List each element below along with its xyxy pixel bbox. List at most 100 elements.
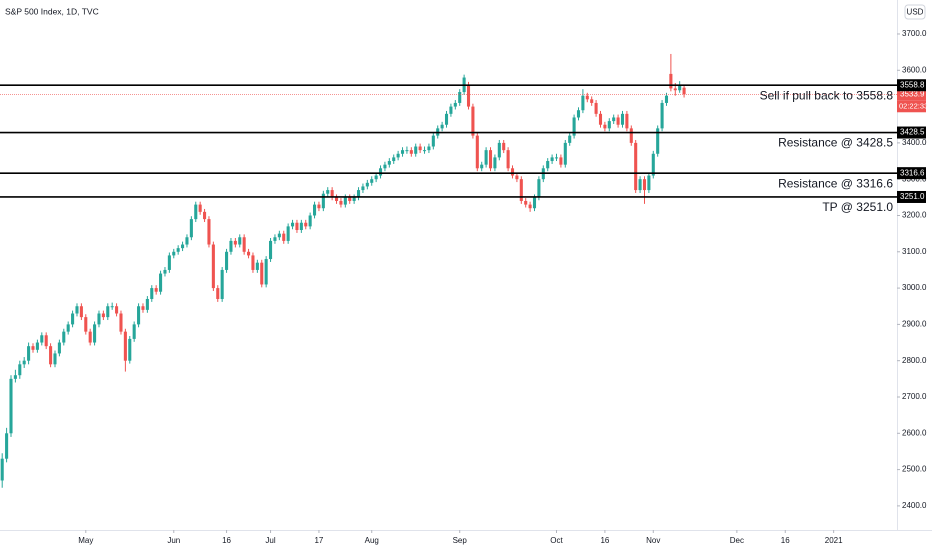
candle-body [286, 226, 290, 241]
currency-label[interactable]: USD [907, 8, 924, 17]
currency-button[interactable] [904, 4, 926, 20]
candle-body [264, 259, 268, 285]
candle-body [255, 262, 259, 270]
candle-body [216, 288, 220, 299]
candle-body [13, 375, 17, 379]
candle-body [211, 244, 215, 289]
candle-body [669, 73, 673, 89]
candle-body [453, 102, 457, 107]
candle-body [119, 313, 123, 332]
y-tick-label: 3700.0 [902, 29, 927, 38]
candle-body [277, 233, 281, 238]
candle-body [374, 175, 378, 180]
candle-body [339, 200, 343, 205]
candle-body [137, 306, 141, 325]
candle-body [207, 219, 211, 245]
candle-body [678, 84, 682, 91]
candle-body [84, 317, 88, 332]
y-tick-label: 2600.0 [902, 428, 927, 437]
candle-body [27, 346, 31, 361]
candle-body [291, 222, 295, 227]
y-tick-label: 2900.0 [902, 319, 927, 328]
candle-body [203, 211, 207, 220]
candle-body [321, 193, 325, 209]
candle-body [449, 106, 453, 114]
candle-body [537, 179, 541, 198]
candle-body [585, 95, 589, 100]
candle-body [106, 306, 110, 318]
level-tag [897, 167, 926, 180]
candle-body [484, 150, 488, 165]
x-tick-label: 17 [314, 536, 323, 545]
candle-body [233, 240, 237, 245]
y-tick-label: 2400.0 [902, 501, 927, 510]
candle-body [444, 113, 449, 125]
level-tag-label: 3316.6 [900, 168, 925, 177]
candle-body [532, 197, 537, 209]
candle-body [181, 244, 185, 249]
candle-body [559, 157, 563, 165]
level-tag-label: 3251.0 [900, 192, 925, 201]
x-tick-label: 16 [222, 536, 231, 545]
candle-body [471, 106, 475, 136]
candle-body [603, 124, 607, 129]
candle-body [326, 190, 330, 194]
candle-body [356, 190, 361, 198]
candle-body [361, 186, 365, 191]
candle-body [488, 150, 493, 169]
candle-body [493, 157, 497, 169]
candle-body [44, 335, 48, 347]
last-price-tag [897, 88, 926, 101]
candle-body [172, 251, 176, 256]
level-text: TP @ 3251.0 [822, 200, 893, 214]
candle-body [5, 433, 9, 459]
x-tick-label: Nov [646, 536, 660, 545]
y-tick-label: 2500.0 [902, 465, 927, 474]
candle-body [251, 255, 255, 270]
candle-body [88, 331, 92, 343]
candle-body [242, 237, 246, 252]
candle-body [594, 102, 598, 114]
candle-body [49, 346, 53, 365]
candle-body [405, 150, 409, 152]
level-tag-label: 3558.8 [900, 80, 925, 89]
candle-body [576, 110, 581, 118]
x-tick-label: Aug [365, 536, 379, 545]
level-tag [897, 79, 926, 92]
candle-body [128, 338, 132, 361]
x-tick-label: 16 [781, 536, 790, 545]
candle-body [53, 353, 57, 365]
x-tick-label: 2021 [825, 536, 843, 545]
candle-body [625, 113, 629, 129]
candle-body [145, 298, 149, 310]
y-tick-label: 3200.0 [902, 211, 927, 220]
candle-body [515, 175, 519, 180]
candle-body [422, 150, 427, 152]
candle-body [682, 87, 686, 95]
candle-body [581, 95, 585, 111]
candle-body [396, 153, 400, 158]
candle-body [247, 251, 251, 256]
candle-body [616, 117, 620, 125]
x-tick-label: Dec [730, 536, 744, 545]
candle-body [427, 146, 431, 151]
candle-body [35, 342, 39, 350]
candle-body [141, 306, 145, 310]
y-tick-label: 3600.0 [902, 65, 927, 74]
x-tick-label: 16 [600, 536, 609, 545]
candle-body [519, 179, 523, 201]
candle-body [18, 364, 22, 376]
candle-body [378, 168, 383, 176]
countdown-label: 02:22:33 [899, 101, 928, 110]
candle-body [22, 360, 26, 365]
candle-body [673, 88, 677, 91]
candle-body [93, 324, 97, 343]
candle-body [273, 237, 277, 241]
candle-body [431, 135, 435, 147]
candle-body [123, 331, 127, 361]
candle-body [502, 142, 506, 151]
candle-body [418, 146, 422, 151]
level-tag [897, 190, 926, 203]
candle-body [400, 150, 405, 154]
candle-body [299, 222, 303, 231]
